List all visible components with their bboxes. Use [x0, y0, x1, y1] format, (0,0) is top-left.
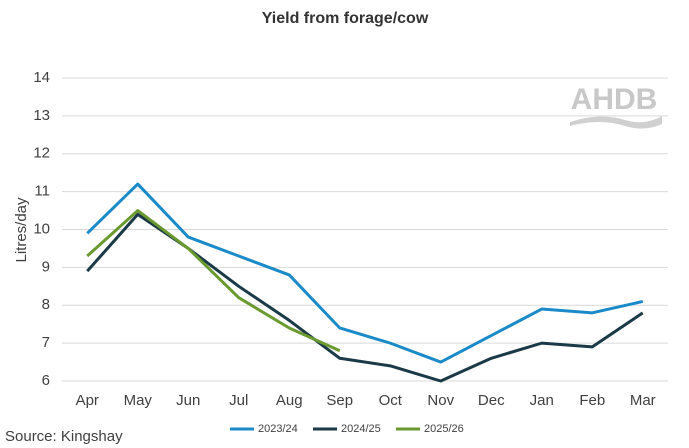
x-tick-label: Sep: [326, 392, 353, 409]
x-tick-label: Apr: [76, 392, 99, 409]
x-tick-label: Dec: [478, 392, 505, 409]
y-tick-label: 9: [42, 258, 50, 275]
x-tick-label: Jul: [229, 392, 248, 409]
x-tick-label: Jun: [176, 392, 200, 409]
y-tick-label: 8: [42, 296, 50, 313]
legend-label: 2024/25: [341, 423, 381, 435]
y-tick-label: 6: [42, 372, 50, 389]
source: Source: Kingshay: [5, 428, 123, 445]
y-tick-label: 14: [33, 69, 50, 86]
x-tick-label: May: [124, 392, 153, 409]
x-tick-label: Oct: [379, 392, 403, 409]
chart-title: Yield from forage/cow: [262, 10, 429, 27]
legend-label: 2025/26: [424, 423, 464, 435]
x-tick-label: Nov: [427, 392, 454, 409]
logo-swoosh: [570, 116, 662, 129]
legend-label: 2023/24: [258, 423, 298, 435]
y-tick-label: 13: [33, 107, 50, 124]
x-tick-label: Feb: [579, 392, 605, 409]
line: [86, 212, 644, 383]
line: [86, 209, 341, 353]
x-tick-label: Mar: [630, 392, 656, 409]
x-tick-label: Aug: [276, 392, 303, 409]
y-tick-label: 10: [33, 220, 50, 237]
line: [86, 182, 644, 364]
y-tick-label: 7: [42, 334, 50, 351]
y-axis-label: Litres/day: [13, 197, 30, 263]
y-tick-label: 12: [33, 145, 50, 162]
x-tick-label: Jan: [530, 392, 554, 409]
logo: AHDB: [571, 83, 658, 116]
y-tick-label: 11: [34, 183, 50, 200]
